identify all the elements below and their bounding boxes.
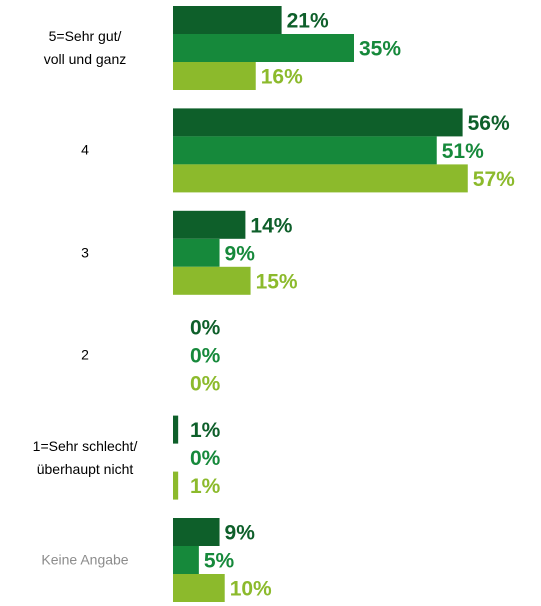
value-label: 1% xyxy=(190,475,221,498)
value-label: 51% xyxy=(442,140,484,163)
bar xyxy=(173,574,225,602)
value-label: 1% xyxy=(190,419,221,442)
value-label: 16% xyxy=(261,66,303,89)
bar xyxy=(173,62,256,90)
value-label: 15% xyxy=(256,270,298,293)
category-label: 1=Sehr schlecht/ überhaupt nicht xyxy=(32,437,138,477)
value-label: 0% xyxy=(190,345,221,368)
bar xyxy=(173,108,463,137)
value-label: 57% xyxy=(473,168,515,191)
bar xyxy=(173,518,220,546)
value-label: 10% xyxy=(230,578,272,601)
bar xyxy=(173,6,282,34)
value-label: 21% xyxy=(287,10,329,33)
category-label: 4 xyxy=(81,141,89,158)
bar xyxy=(173,415,179,444)
bar xyxy=(173,136,437,165)
category-label: 3 xyxy=(81,244,89,261)
bar xyxy=(173,238,220,267)
value-label: 0% xyxy=(190,373,221,396)
bar xyxy=(173,34,354,62)
category-label: Keine Angabe xyxy=(41,551,129,568)
bar xyxy=(173,164,468,193)
bar xyxy=(173,266,251,295)
value-label: 14% xyxy=(250,214,292,237)
value-label: 5% xyxy=(204,550,235,573)
bar xyxy=(173,546,199,574)
bar xyxy=(173,210,246,239)
value-label: 9% xyxy=(225,522,256,545)
value-label: 35% xyxy=(359,38,401,61)
category-label: 5=Sehr gut/ voll und ganz xyxy=(43,28,127,67)
value-label: 0% xyxy=(190,317,221,340)
bar xyxy=(173,471,179,500)
value-label: 56% xyxy=(468,112,510,135)
category-label: 2 xyxy=(81,346,89,363)
value-label: 9% xyxy=(225,242,256,265)
value-label: 0% xyxy=(190,447,221,470)
